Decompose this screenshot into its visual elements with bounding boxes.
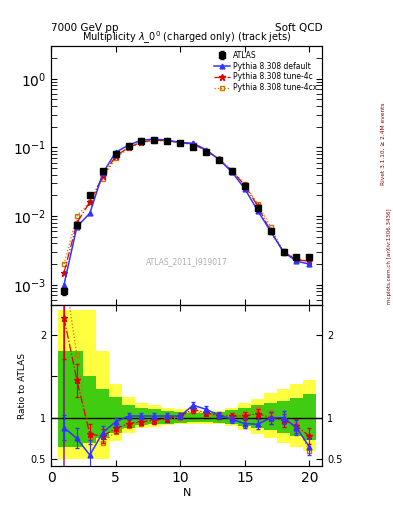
- Pythia 8.308 tune-4cx: [230, 167, 234, 173]
- Pythia 8.308 tune-4cx: [242, 181, 247, 187]
- Pythia 8.308 tune-4c: [152, 137, 157, 143]
- Pythia 8.308 default: [268, 228, 273, 234]
- Pythia 8.308 default: [255, 207, 260, 214]
- X-axis label: N: N: [182, 487, 191, 498]
- Pythia 8.308 default: [204, 146, 208, 153]
- Pythia 8.308 default: [307, 261, 312, 267]
- Pythia 8.308 default: [62, 282, 66, 288]
- Pythia 8.308 tune-4cx: [268, 224, 273, 230]
- Pythia 8.308 tune-4cx: [62, 261, 66, 267]
- Pythia 8.308 tune-4c: [100, 173, 105, 179]
- Pythia 8.308 tune-4c: [126, 144, 131, 151]
- Pythia 8.308 tune-4c: [307, 258, 312, 264]
- Pythia 8.308 tune-4c: [281, 249, 286, 255]
- Text: Rivet 3.1.10, ≥ 2.4M events: Rivet 3.1.10, ≥ 2.4M events: [381, 102, 386, 185]
- Pythia 8.308 tune-4cx: [294, 255, 299, 262]
- Line: Pythia 8.308 tune-4c: Pythia 8.308 tune-4c: [61, 137, 312, 276]
- Text: 7000 GeV pp: 7000 GeV pp: [51, 23, 119, 33]
- Pythia 8.308 tune-4c: [217, 156, 221, 162]
- Pythia 8.308 tune-4c: [165, 138, 170, 144]
- Pythia 8.308 tune-4cx: [255, 201, 260, 207]
- Pythia 8.308 default: [191, 140, 195, 146]
- Pythia 8.308 tune-4cx: [100, 176, 105, 182]
- Pythia 8.308 default: [139, 137, 144, 143]
- Pythia 8.308 tune-4cx: [75, 213, 79, 219]
- Pythia 8.308 tune-4c: [62, 270, 66, 276]
- Line: Pythia 8.308 default: Pythia 8.308 default: [62, 137, 312, 287]
- Pythia 8.308 default: [178, 139, 183, 145]
- Pythia 8.308 tune-4c: [294, 257, 299, 263]
- Pythia 8.308 default: [88, 210, 92, 217]
- Pythia 8.308 tune-4cx: [307, 258, 312, 264]
- Pythia 8.308 default: [126, 142, 131, 148]
- Pythia 8.308 default: [100, 170, 105, 177]
- Pythia 8.308 tune-4c: [139, 139, 144, 145]
- Pythia 8.308 default: [165, 137, 170, 143]
- Title: Multiplicity $\lambda\_0^0$ (charged only) (track jets): Multiplicity $\lambda\_0^0$ (charged onl…: [82, 30, 292, 46]
- Pythia 8.308 tune-4cx: [178, 140, 183, 146]
- Pythia 8.308 tune-4cx: [113, 155, 118, 161]
- Pythia 8.308 tune-4c: [255, 203, 260, 209]
- Pythia 8.308 tune-4cx: [126, 145, 131, 152]
- Pythia 8.308 tune-4cx: [281, 249, 286, 255]
- Pythia 8.308 default: [113, 149, 118, 155]
- Pythia 8.308 tune-4c: [191, 141, 195, 147]
- Pythia 8.308 tune-4cx: [191, 141, 195, 147]
- Pythia 8.308 tune-4cx: [152, 138, 157, 144]
- Pythia 8.308 tune-4c: [230, 167, 234, 174]
- Y-axis label: Ratio to ATLAS: Ratio to ATLAS: [18, 353, 27, 419]
- Legend: ATLAS, Pythia 8.308 default, Pythia 8.308 tune-4c, Pythia 8.308 tune-4cx: ATLAS, Pythia 8.308 default, Pythia 8.30…: [211, 48, 321, 95]
- Text: ATLAS_2011_I919017: ATLAS_2011_I919017: [146, 257, 228, 266]
- Pythia 8.308 tune-4c: [75, 220, 79, 226]
- Pythia 8.308 tune-4cx: [88, 199, 92, 205]
- Pythia 8.308 tune-4c: [113, 153, 118, 159]
- Pythia 8.308 default: [152, 136, 157, 142]
- Text: Soft QCD: Soft QCD: [275, 23, 322, 33]
- Pythia 8.308 tune-4c: [268, 228, 273, 234]
- Line: Pythia 8.308 tune-4cx: Pythia 8.308 tune-4cx: [62, 138, 312, 267]
- Pythia 8.308 default: [281, 249, 286, 255]
- Pythia 8.308 tune-4cx: [204, 147, 208, 154]
- Pythia 8.308 tune-4c: [204, 147, 208, 154]
- Pythia 8.308 tune-4cx: [217, 156, 221, 162]
- Pythia 8.308 default: [242, 186, 247, 192]
- Pythia 8.308 tune-4cx: [139, 139, 144, 145]
- Text: mcplots.cern.ch [arXiv:1306.3436]: mcplots.cern.ch [arXiv:1306.3436]: [387, 208, 391, 304]
- Pythia 8.308 default: [230, 169, 234, 175]
- Pythia 8.308 tune-4c: [88, 199, 92, 205]
- Pythia 8.308 tune-4c: [178, 139, 183, 145]
- Pythia 8.308 tune-4cx: [165, 138, 170, 144]
- Pythia 8.308 default: [294, 258, 299, 264]
- Pythia 8.308 tune-4c: [242, 182, 247, 188]
- Pythia 8.308 default: [75, 224, 79, 230]
- Pythia 8.308 default: [217, 156, 221, 162]
